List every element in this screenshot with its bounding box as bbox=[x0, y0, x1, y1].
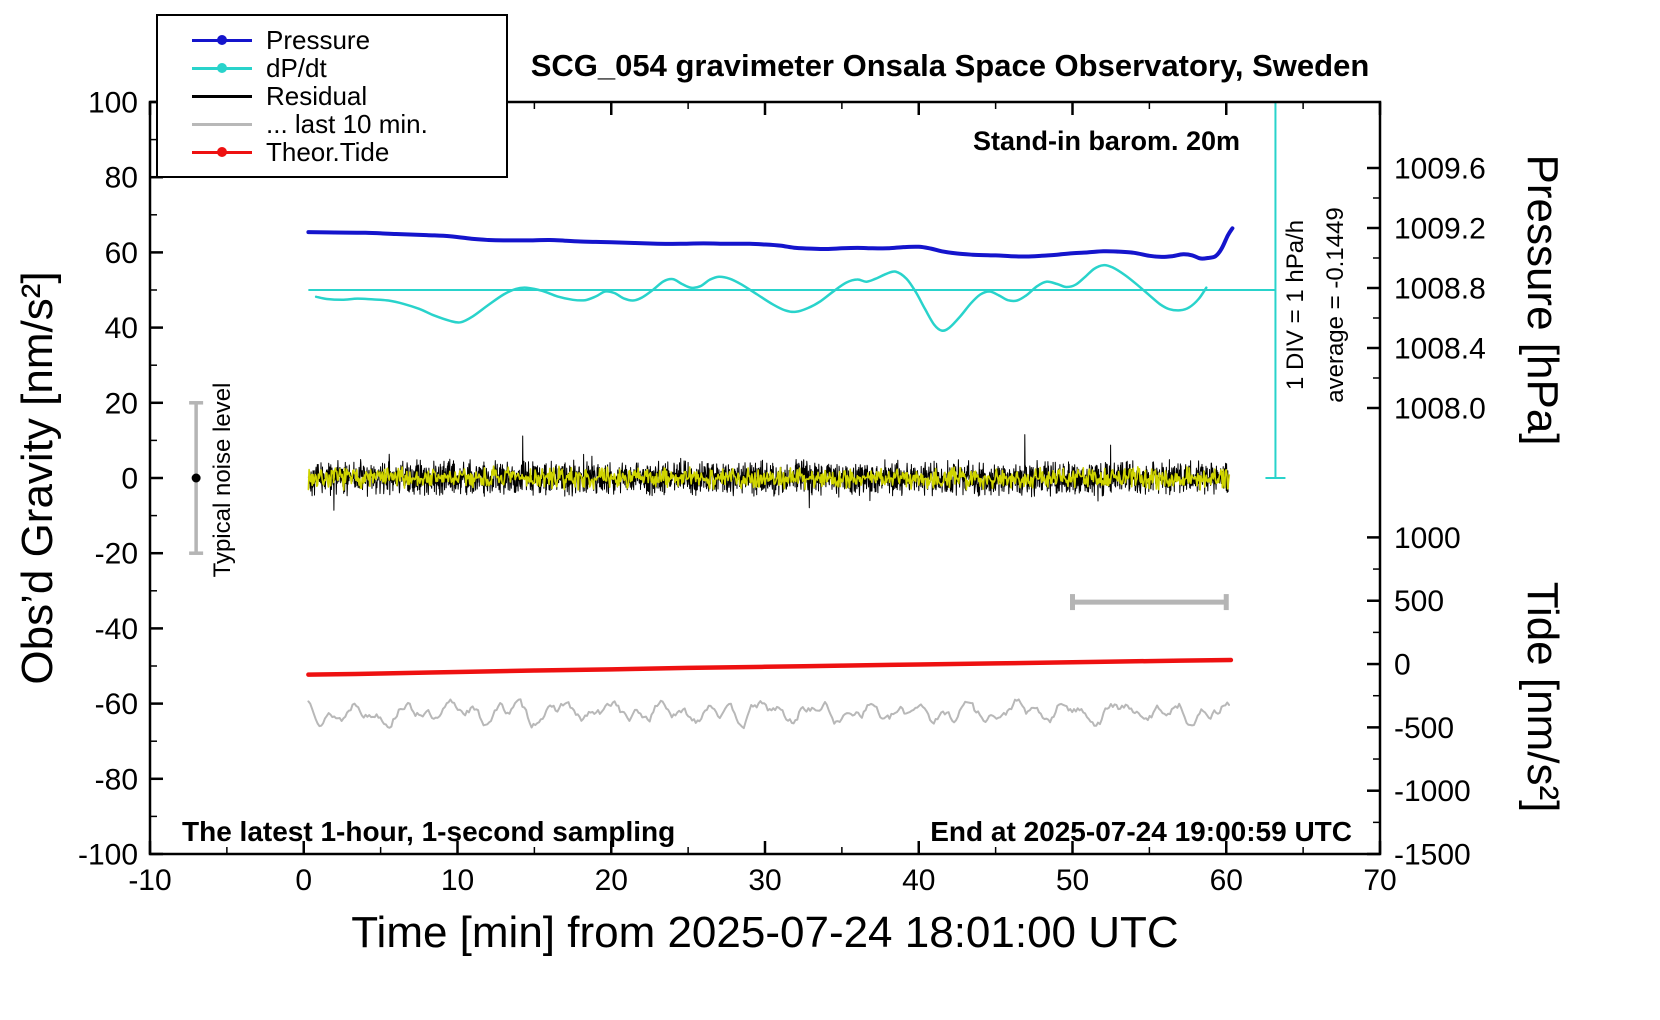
legend-dot-marker bbox=[217, 35, 227, 45]
gravity-tick-label: 0 bbox=[121, 463, 138, 496]
legend-marker bbox=[192, 118, 252, 130]
legend-item-dp-dt: dP/dt bbox=[158, 52, 506, 83]
x-tick-label: 0 bbox=[295, 864, 312, 897]
x-tick-label: 30 bbox=[748, 864, 781, 897]
gravity-tick-label: 40 bbox=[105, 312, 138, 345]
gravity-tick-label: 100 bbox=[88, 87, 138, 120]
legend-dot-marker bbox=[217, 63, 227, 73]
x-tick-label: -10 bbox=[128, 864, 171, 897]
gravity-tick-label: -80 bbox=[95, 763, 138, 796]
pressure-tick-label: 1008.8 bbox=[1394, 273, 1486, 306]
annotation-sampling: The latest 1-hour, 1-second sampling bbox=[182, 816, 675, 847]
x-tick-label: 20 bbox=[595, 864, 628, 897]
series-layer bbox=[189, 101, 1286, 730]
y-axis-label-tide: Tide [nm/s²] bbox=[1518, 582, 1567, 813]
gravity-tick-label: 60 bbox=[105, 237, 138, 270]
legend-label: ... last 10 min. bbox=[266, 108, 428, 139]
legend-marker bbox=[192, 146, 252, 158]
x-tick-label: 40 bbox=[902, 864, 935, 897]
pressure-tick-label: 1008.4 bbox=[1394, 333, 1486, 366]
series-residual bbox=[307, 434, 1230, 511]
tide-tick-label: -1500 bbox=[1394, 839, 1471, 872]
legend-item-residual: Residual bbox=[158, 80, 506, 111]
series-dpdt bbox=[314, 263, 1208, 332]
legend-marker bbox=[192, 62, 252, 74]
pressure-tick-label: 1009.2 bbox=[1394, 213, 1486, 246]
legend-line-sample bbox=[192, 123, 252, 126]
gravity-tick-label: -20 bbox=[95, 538, 138, 571]
annotation-div-scale: 1 DIV = 1 hPa/h bbox=[1282, 220, 1309, 390]
series-theor-tide bbox=[306, 657, 1234, 677]
x-tick-label: 10 bbox=[441, 864, 474, 897]
tide-tick-label: 0 bbox=[1394, 649, 1411, 682]
y-axis-label-pressure: Pressure [hPa] bbox=[1518, 154, 1567, 445]
legend-label: Pressure bbox=[266, 24, 371, 55]
annotation-barometer: Stand-in barom. 20m bbox=[973, 126, 1240, 156]
pressure-tick-label: 1009.6 bbox=[1394, 153, 1486, 186]
legend-line-sample bbox=[192, 95, 252, 98]
tide-tick-label: 500 bbox=[1394, 585, 1444, 618]
pressure-tick-label: 1008.0 bbox=[1394, 393, 1486, 426]
legend-item-theor-tide: Theor.Tide bbox=[158, 136, 506, 167]
gravity-tick-label: 80 bbox=[105, 162, 138, 195]
x-axis-label: Time [min] from 2025-07-24 18:01:00 UTC bbox=[351, 908, 1178, 957]
series-last-10-min bbox=[307, 698, 1230, 730]
legend-item-last-10-min: ... last 10 min. bbox=[158, 108, 506, 139]
legend-item-pressure: Pressure bbox=[158, 24, 506, 55]
x-tick-label: 70 bbox=[1363, 864, 1396, 897]
tide-tick-label: -1000 bbox=[1394, 775, 1471, 808]
tick-layer: -10 0 10 20 30 40 50 60 70100806040200-20-40-60-… bbox=[78, 87, 1486, 898]
chart-title: SCG_054 gravimeter Onsala Space Observat… bbox=[531, 48, 1370, 83]
gravity-tick-label: -100 bbox=[78, 839, 138, 872]
series-pressure bbox=[306, 226, 1235, 261]
legend-label: Residual bbox=[266, 80, 368, 111]
legend-dot-marker bbox=[217, 147, 227, 157]
legend-marker bbox=[192, 34, 252, 46]
tide-tick-label: -500 bbox=[1394, 712, 1454, 745]
legend-label: dP/dt bbox=[266, 52, 327, 83]
legend-label: Theor.Tide bbox=[266, 136, 390, 167]
gravity-tick-label: -40 bbox=[95, 613, 138, 646]
x-tick-label: 60 bbox=[1210, 864, 1243, 897]
legend-marker bbox=[192, 90, 252, 102]
series-residual-filtered bbox=[307, 465, 1231, 491]
legend: Pressure dP/dt Residual... last 10 min. The… bbox=[156, 14, 508, 178]
annotation-noise-level: Typical noise level bbox=[209, 383, 236, 578]
annotation-average: average = -0.1449 bbox=[1322, 207, 1349, 402]
annotation-end-time: End at 2025-07-24 19:00:59 UTC bbox=[930, 816, 1352, 847]
gravity-tick-label: -60 bbox=[95, 688, 138, 721]
x-tick-label: 50 bbox=[1056, 864, 1089, 897]
gravity-tick-label: 20 bbox=[105, 387, 138, 420]
tide-tick-label: 1000 bbox=[1394, 522, 1461, 555]
noise-level-dot bbox=[191, 473, 201, 483]
y-axis-label-gravity: Obs’d Gravity [nm/s²] bbox=[13, 271, 62, 684]
